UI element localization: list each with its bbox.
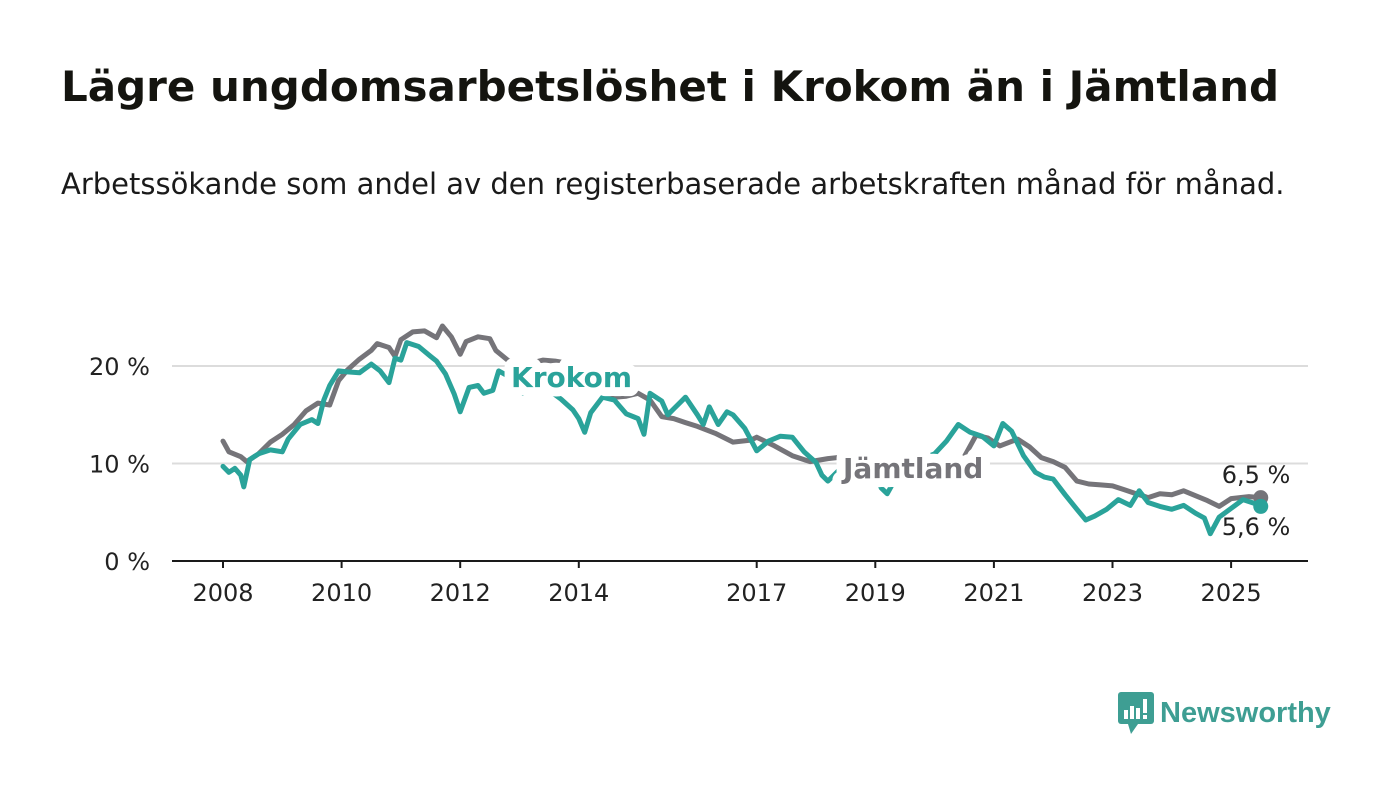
x-tick-label: 2017	[726, 579, 787, 607]
gridlines	[172, 365, 1308, 465]
chart-title: Lägre ungdomsarbetslöshet i Krokom än i …	[61, 62, 1280, 111]
x-axis-tick-labels: 2008 2010 2012 2014 2017 2019 2021 2023 2025	[192, 561, 1262, 607]
y-tick-label: 0 %	[104, 548, 150, 576]
series-lines	[220, 323, 1269, 537]
bar-chart-logo-icon	[1118, 692, 1154, 734]
series-label-jamtland: Jämtland	[841, 452, 983, 485]
series-end-marker	[1253, 498, 1269, 514]
x-tick-label: 2014	[548, 579, 609, 607]
y-tick-label: 10 %	[89, 451, 150, 479]
y-axis-tick-labels: 0 % 10 % 20 %	[89, 353, 150, 576]
x-tick-label: 2025	[1201, 579, 1262, 607]
x-tick-label: 2023	[1082, 579, 1143, 607]
series-line-jmtland	[220, 323, 1264, 509]
chart-subtitle: Arbetssökande som andel av den registerb…	[61, 167, 1285, 201]
end-value-jamtland: 6,5 %	[1222, 461, 1291, 489]
y-tick-label: 20 %	[89, 353, 150, 381]
x-tick-label: 2010	[311, 579, 372, 607]
x-tick-label: 2019	[845, 579, 906, 607]
series-line-krokom	[220, 340, 1264, 537]
x-tick-label: 2021	[963, 579, 1024, 607]
brand-name: Newsworthy	[1160, 696, 1331, 729]
end-value-krokom: 5,6 %	[1222, 513, 1291, 541]
x-tick-label: 2012	[430, 579, 491, 607]
newsworthy-logo: Newsworthy	[1118, 690, 1331, 736]
x-tick-label: 2008	[192, 579, 253, 607]
series-label-krokom: Krokom	[511, 361, 632, 394]
